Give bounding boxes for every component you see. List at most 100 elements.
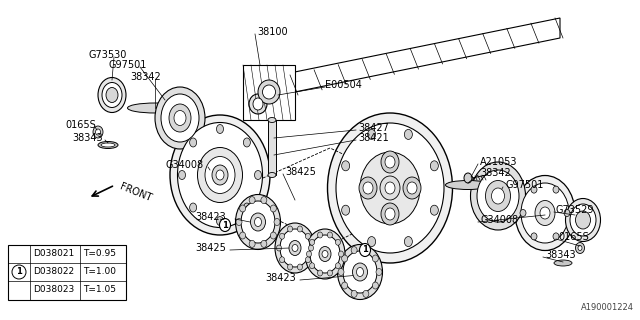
- Ellipse shape: [531, 233, 537, 240]
- Ellipse shape: [445, 180, 490, 189]
- Ellipse shape: [308, 245, 314, 251]
- Ellipse shape: [310, 235, 340, 273]
- Text: 1: 1: [362, 245, 368, 254]
- Ellipse shape: [317, 270, 323, 276]
- Ellipse shape: [268, 117, 276, 123]
- Ellipse shape: [216, 217, 223, 226]
- Ellipse shape: [161, 94, 199, 142]
- Ellipse shape: [280, 229, 310, 267]
- Text: G73530: G73530: [88, 50, 126, 60]
- Ellipse shape: [249, 94, 267, 114]
- Text: FRONT: FRONT: [118, 181, 153, 203]
- Ellipse shape: [198, 148, 243, 203]
- Ellipse shape: [363, 247, 369, 254]
- Text: G34008: G34008: [480, 215, 518, 225]
- Ellipse shape: [520, 210, 526, 217]
- Ellipse shape: [255, 218, 262, 227]
- Ellipse shape: [236, 195, 280, 250]
- Ellipse shape: [317, 232, 323, 238]
- Ellipse shape: [236, 219, 242, 226]
- Text: 38423: 38423: [265, 273, 296, 283]
- Ellipse shape: [177, 123, 262, 228]
- Ellipse shape: [261, 240, 267, 247]
- Ellipse shape: [276, 245, 282, 251]
- Ellipse shape: [363, 290, 369, 297]
- Ellipse shape: [189, 138, 196, 147]
- Text: G97501: G97501: [108, 60, 147, 70]
- Text: D038022: D038022: [33, 268, 74, 276]
- Ellipse shape: [351, 290, 357, 297]
- Ellipse shape: [328, 270, 332, 276]
- Text: 38100: 38100: [257, 27, 287, 37]
- Text: G73529: G73529: [556, 205, 595, 215]
- Ellipse shape: [220, 219, 230, 231]
- Ellipse shape: [367, 236, 376, 247]
- Ellipse shape: [403, 177, 421, 199]
- Ellipse shape: [95, 129, 100, 135]
- Text: 38342: 38342: [480, 168, 511, 178]
- Ellipse shape: [381, 203, 399, 225]
- Ellipse shape: [553, 186, 559, 193]
- Ellipse shape: [101, 143, 115, 147]
- Ellipse shape: [155, 87, 205, 149]
- Ellipse shape: [335, 239, 340, 245]
- Ellipse shape: [470, 162, 525, 230]
- Ellipse shape: [212, 165, 228, 185]
- Ellipse shape: [305, 233, 310, 239]
- Bar: [268, 120, 276, 175]
- Ellipse shape: [372, 255, 378, 262]
- Ellipse shape: [98, 77, 126, 113]
- Ellipse shape: [372, 282, 378, 289]
- Text: 38423: 38423: [195, 212, 226, 222]
- Text: T=1.00: T=1.00: [83, 268, 116, 276]
- Ellipse shape: [239, 205, 246, 212]
- Ellipse shape: [385, 182, 395, 194]
- Ellipse shape: [339, 251, 344, 257]
- Ellipse shape: [554, 260, 572, 266]
- Ellipse shape: [98, 141, 118, 148]
- Ellipse shape: [305, 229, 345, 279]
- Ellipse shape: [385, 156, 395, 168]
- Ellipse shape: [360, 152, 420, 224]
- Ellipse shape: [280, 233, 285, 239]
- Text: 1: 1: [222, 220, 228, 229]
- Text: D038021: D038021: [33, 250, 74, 259]
- Ellipse shape: [531, 186, 537, 193]
- Ellipse shape: [169, 104, 191, 132]
- Ellipse shape: [338, 268, 344, 276]
- Ellipse shape: [486, 180, 511, 212]
- Ellipse shape: [298, 226, 303, 232]
- Ellipse shape: [12, 265, 26, 279]
- Ellipse shape: [102, 83, 122, 108]
- Text: 38343: 38343: [72, 133, 102, 143]
- Ellipse shape: [492, 188, 504, 204]
- Ellipse shape: [249, 240, 255, 247]
- Ellipse shape: [262, 85, 275, 99]
- Ellipse shape: [216, 170, 224, 180]
- Ellipse shape: [360, 244, 371, 257]
- Bar: [8, 245, 126, 300]
- Ellipse shape: [216, 124, 223, 133]
- Ellipse shape: [93, 126, 103, 138]
- Ellipse shape: [376, 268, 382, 276]
- Ellipse shape: [280, 257, 285, 263]
- Ellipse shape: [464, 173, 472, 183]
- Ellipse shape: [106, 87, 118, 102]
- Ellipse shape: [430, 161, 438, 171]
- Ellipse shape: [343, 251, 377, 293]
- Ellipse shape: [380, 176, 400, 200]
- Text: A190001224: A190001224: [581, 303, 634, 312]
- Ellipse shape: [430, 205, 438, 215]
- Ellipse shape: [289, 241, 301, 255]
- Text: D038023: D038023: [33, 285, 74, 294]
- Ellipse shape: [328, 113, 452, 263]
- Ellipse shape: [270, 232, 276, 239]
- Ellipse shape: [521, 183, 569, 243]
- Text: 38343: 38343: [545, 250, 575, 260]
- Ellipse shape: [274, 219, 280, 226]
- Ellipse shape: [566, 198, 600, 242]
- Ellipse shape: [353, 263, 367, 281]
- Ellipse shape: [319, 246, 331, 261]
- Ellipse shape: [578, 245, 582, 251]
- Ellipse shape: [335, 263, 340, 269]
